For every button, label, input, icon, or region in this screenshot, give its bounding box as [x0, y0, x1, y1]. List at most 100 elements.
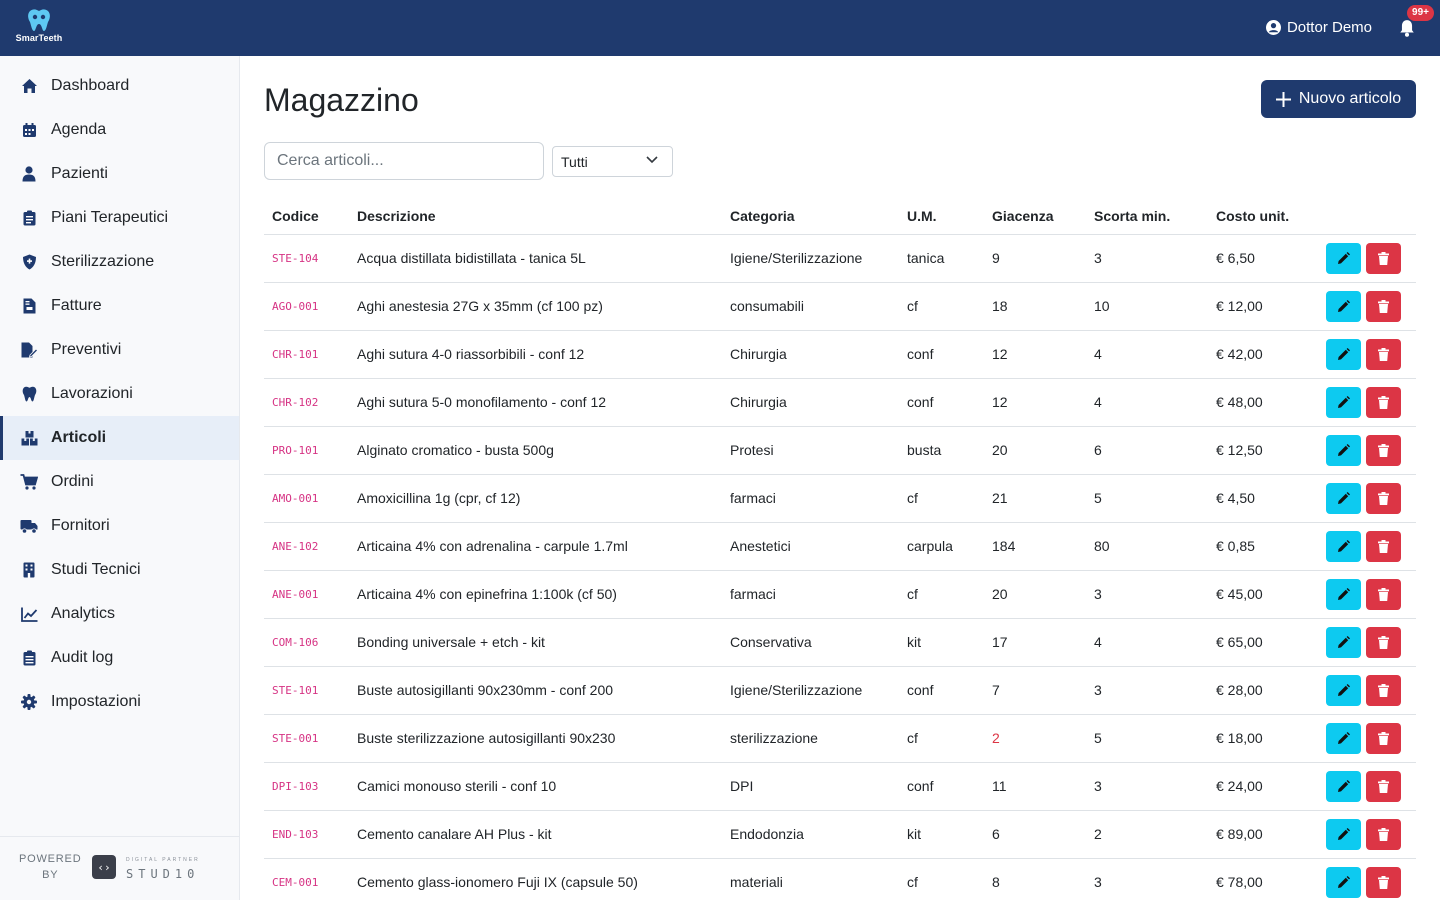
articles-table: Codice Descrizione Categoria U.M. Giacen… — [264, 198, 1416, 900]
edit-button[interactable] — [1326, 578, 1361, 610]
sidebar-item-label: Analytics — [51, 605, 116, 622]
column-header[interactable]: Descrizione — [349, 198, 722, 235]
column-header[interactable]: Codice — [264, 198, 349, 235]
trash-icon — [1378, 635, 1389, 649]
cell-cost: € 24,00 — [1208, 762, 1318, 811]
edit-button[interactable] — [1326, 242, 1361, 274]
edit-button[interactable] — [1326, 722, 1361, 754]
top-bar: SmarTeeth Dottor Demo 99+ — [0, 0, 1440, 56]
cell-desc: Aghi sutura 4-0 riassorbibili - conf 12 — [349, 330, 722, 379]
new-article-button[interactable]: Nuovo articolo — [1261, 80, 1416, 118]
sidebar-item-ordini[interactable]: Ordini — [0, 460, 239, 504]
edit-button[interactable] — [1326, 434, 1361, 466]
cell-min: 3 — [1086, 858, 1208, 900]
sidebar-item-analytics[interactable]: Analytics — [0, 592, 239, 636]
row-actions — [1318, 666, 1416, 715]
delete-button[interactable] — [1366, 530, 1401, 562]
table-row: AMO-001 Amoxicillina 1g (cpr, cf 12) farma… — [264, 474, 1416, 523]
trash-icon — [1378, 875, 1389, 889]
sidebar-item-audit-log[interactable]: Audit log — [0, 636, 239, 680]
bell-icon[interactable] — [1398, 19, 1416, 37]
sidebar-item-label: Fatture — [51, 297, 102, 314]
edit-button[interactable] — [1326, 866, 1361, 898]
delete-button[interactable] — [1366, 578, 1401, 610]
column-header[interactable]: Categoria — [722, 198, 899, 235]
cell-code: ANE-102 — [264, 522, 349, 571]
cell-stock: 6 — [984, 810, 1086, 859]
row-actions — [1318, 330, 1416, 379]
delete-button[interactable] — [1366, 866, 1401, 898]
cell-stock: 7 — [984, 666, 1086, 715]
filter-selected-value: Tutti — [561, 153, 588, 170]
cell-cost: € 4,50 — [1208, 474, 1318, 523]
delete-button[interactable] — [1366, 386, 1401, 418]
cell-cost: € 6,50 — [1208, 234, 1318, 283]
sidebar-item-lavorazioni[interactable]: Lavorazioni — [0, 372, 239, 416]
sidebar-item-agenda[interactable]: Agenda — [0, 108, 239, 152]
delete-button[interactable] — [1366, 482, 1401, 514]
edit-button[interactable] — [1326, 530, 1361, 562]
cell-desc: Articaina 4% con epinefrina 1:100k (cf 5… — [349, 570, 722, 619]
sidebar-item-articoli[interactable]: Articoli — [0, 416, 239, 460]
sidebar-item-label: Preventivi — [51, 341, 122, 358]
edit-button[interactable] — [1326, 290, 1361, 322]
column-header[interactable]: Scorta min. — [1086, 198, 1208, 235]
delete-button[interactable] — [1366, 770, 1401, 802]
cell-cat: materiali — [722, 858, 899, 900]
trash-icon — [1378, 587, 1389, 601]
pencil-icon — [1338, 491, 1350, 504]
column-header[interactable]: Costo unit. — [1208, 198, 1318, 235]
edit-button[interactable] — [1326, 626, 1361, 658]
cell-desc: Cemento canalare AH Plus - kit — [349, 810, 722, 859]
cell-um: cf — [899, 474, 984, 523]
partner-name: STUD10 — [126, 867, 200, 881]
cell-cat: Endodonzia — [722, 810, 899, 859]
delete-button[interactable] — [1366, 626, 1401, 658]
row-actions — [1318, 522, 1416, 571]
cell-stock: 12 — [984, 378, 1086, 427]
user-name: Dottor Demo — [1286, 19, 1372, 36]
sidebar-item-label: Piani Terapeutici — [51, 209, 169, 226]
sidebar-item-fornitori[interactable]: Fornitori — [0, 504, 239, 548]
user-menu[interactable]: Dottor Demo — [1265, 19, 1372, 36]
sidebar-item-fatture[interactable]: Fatture — [0, 284, 239, 328]
sidebar-item-impostazioni[interactable]: Impostazioni — [0, 680, 239, 724]
delete-button[interactable] — [1366, 674, 1401, 706]
cell-stock: 18 — [984, 282, 1086, 331]
cell-um: kit — [899, 618, 984, 667]
sidebar-item-pazienti[interactable]: Pazienti — [0, 152, 239, 196]
powered-line-1: POWERED — [19, 853, 82, 865]
sidebar-item-label: Articoli — [51, 429, 107, 446]
sidebar-item-dashboard[interactable]: Dashboard — [0, 64, 239, 108]
column-header[interactable]: Giacenza — [984, 198, 1086, 235]
cell-code: STE-101 — [264, 666, 349, 715]
sidebar-item-sterilizzazione[interactable]: Sterilizzazione — [0, 240, 239, 284]
sidebar-item-piani-terapeutici[interactable]: Piani Terapeutici — [0, 196, 239, 240]
plus-icon — [1275, 91, 1291, 107]
cell-desc: Amoxicillina 1g (cpr, cf 12) — [349, 474, 722, 523]
edit-button[interactable] — [1326, 770, 1361, 802]
delete-button[interactable] — [1366, 722, 1401, 754]
edit-button[interactable] — [1326, 338, 1361, 370]
table-row: DPI-103 Camici monouso sterili - conf 10 D… — [264, 762, 1416, 811]
cell-min: 5 — [1086, 474, 1208, 523]
category-filter-select[interactable]: Tutti — [552, 146, 673, 177]
edit-button[interactable] — [1326, 482, 1361, 514]
edit-button[interactable] — [1326, 386, 1361, 418]
edit-button[interactable] — [1326, 818, 1361, 850]
sidebar-item-studi-tecnici[interactable]: Studi Tecnici — [0, 548, 239, 592]
column-header[interactable]: U.M. — [899, 198, 984, 235]
delete-button[interactable] — [1366, 338, 1401, 370]
delete-button[interactable] — [1366, 242, 1401, 274]
delete-button[interactable] — [1366, 290, 1401, 322]
cart-icon — [20, 473, 38, 491]
search-input[interactable] — [264, 142, 544, 180]
table-row: CEM-001 Cemento glass-ionomero Fuji IX (c… — [264, 858, 1416, 900]
table-row: COM-106 Bonding universale + etch - kit Co… — [264, 618, 1416, 667]
sidebar-item-preventivi[interactable]: Preventivi — [0, 328, 239, 372]
app-logo[interactable]: SmarTeeth — [14, 8, 64, 50]
delete-button[interactable] — [1366, 818, 1401, 850]
edit-button[interactable] — [1326, 674, 1361, 706]
file-edit-icon — [20, 341, 38, 359]
delete-button[interactable] — [1366, 434, 1401, 466]
